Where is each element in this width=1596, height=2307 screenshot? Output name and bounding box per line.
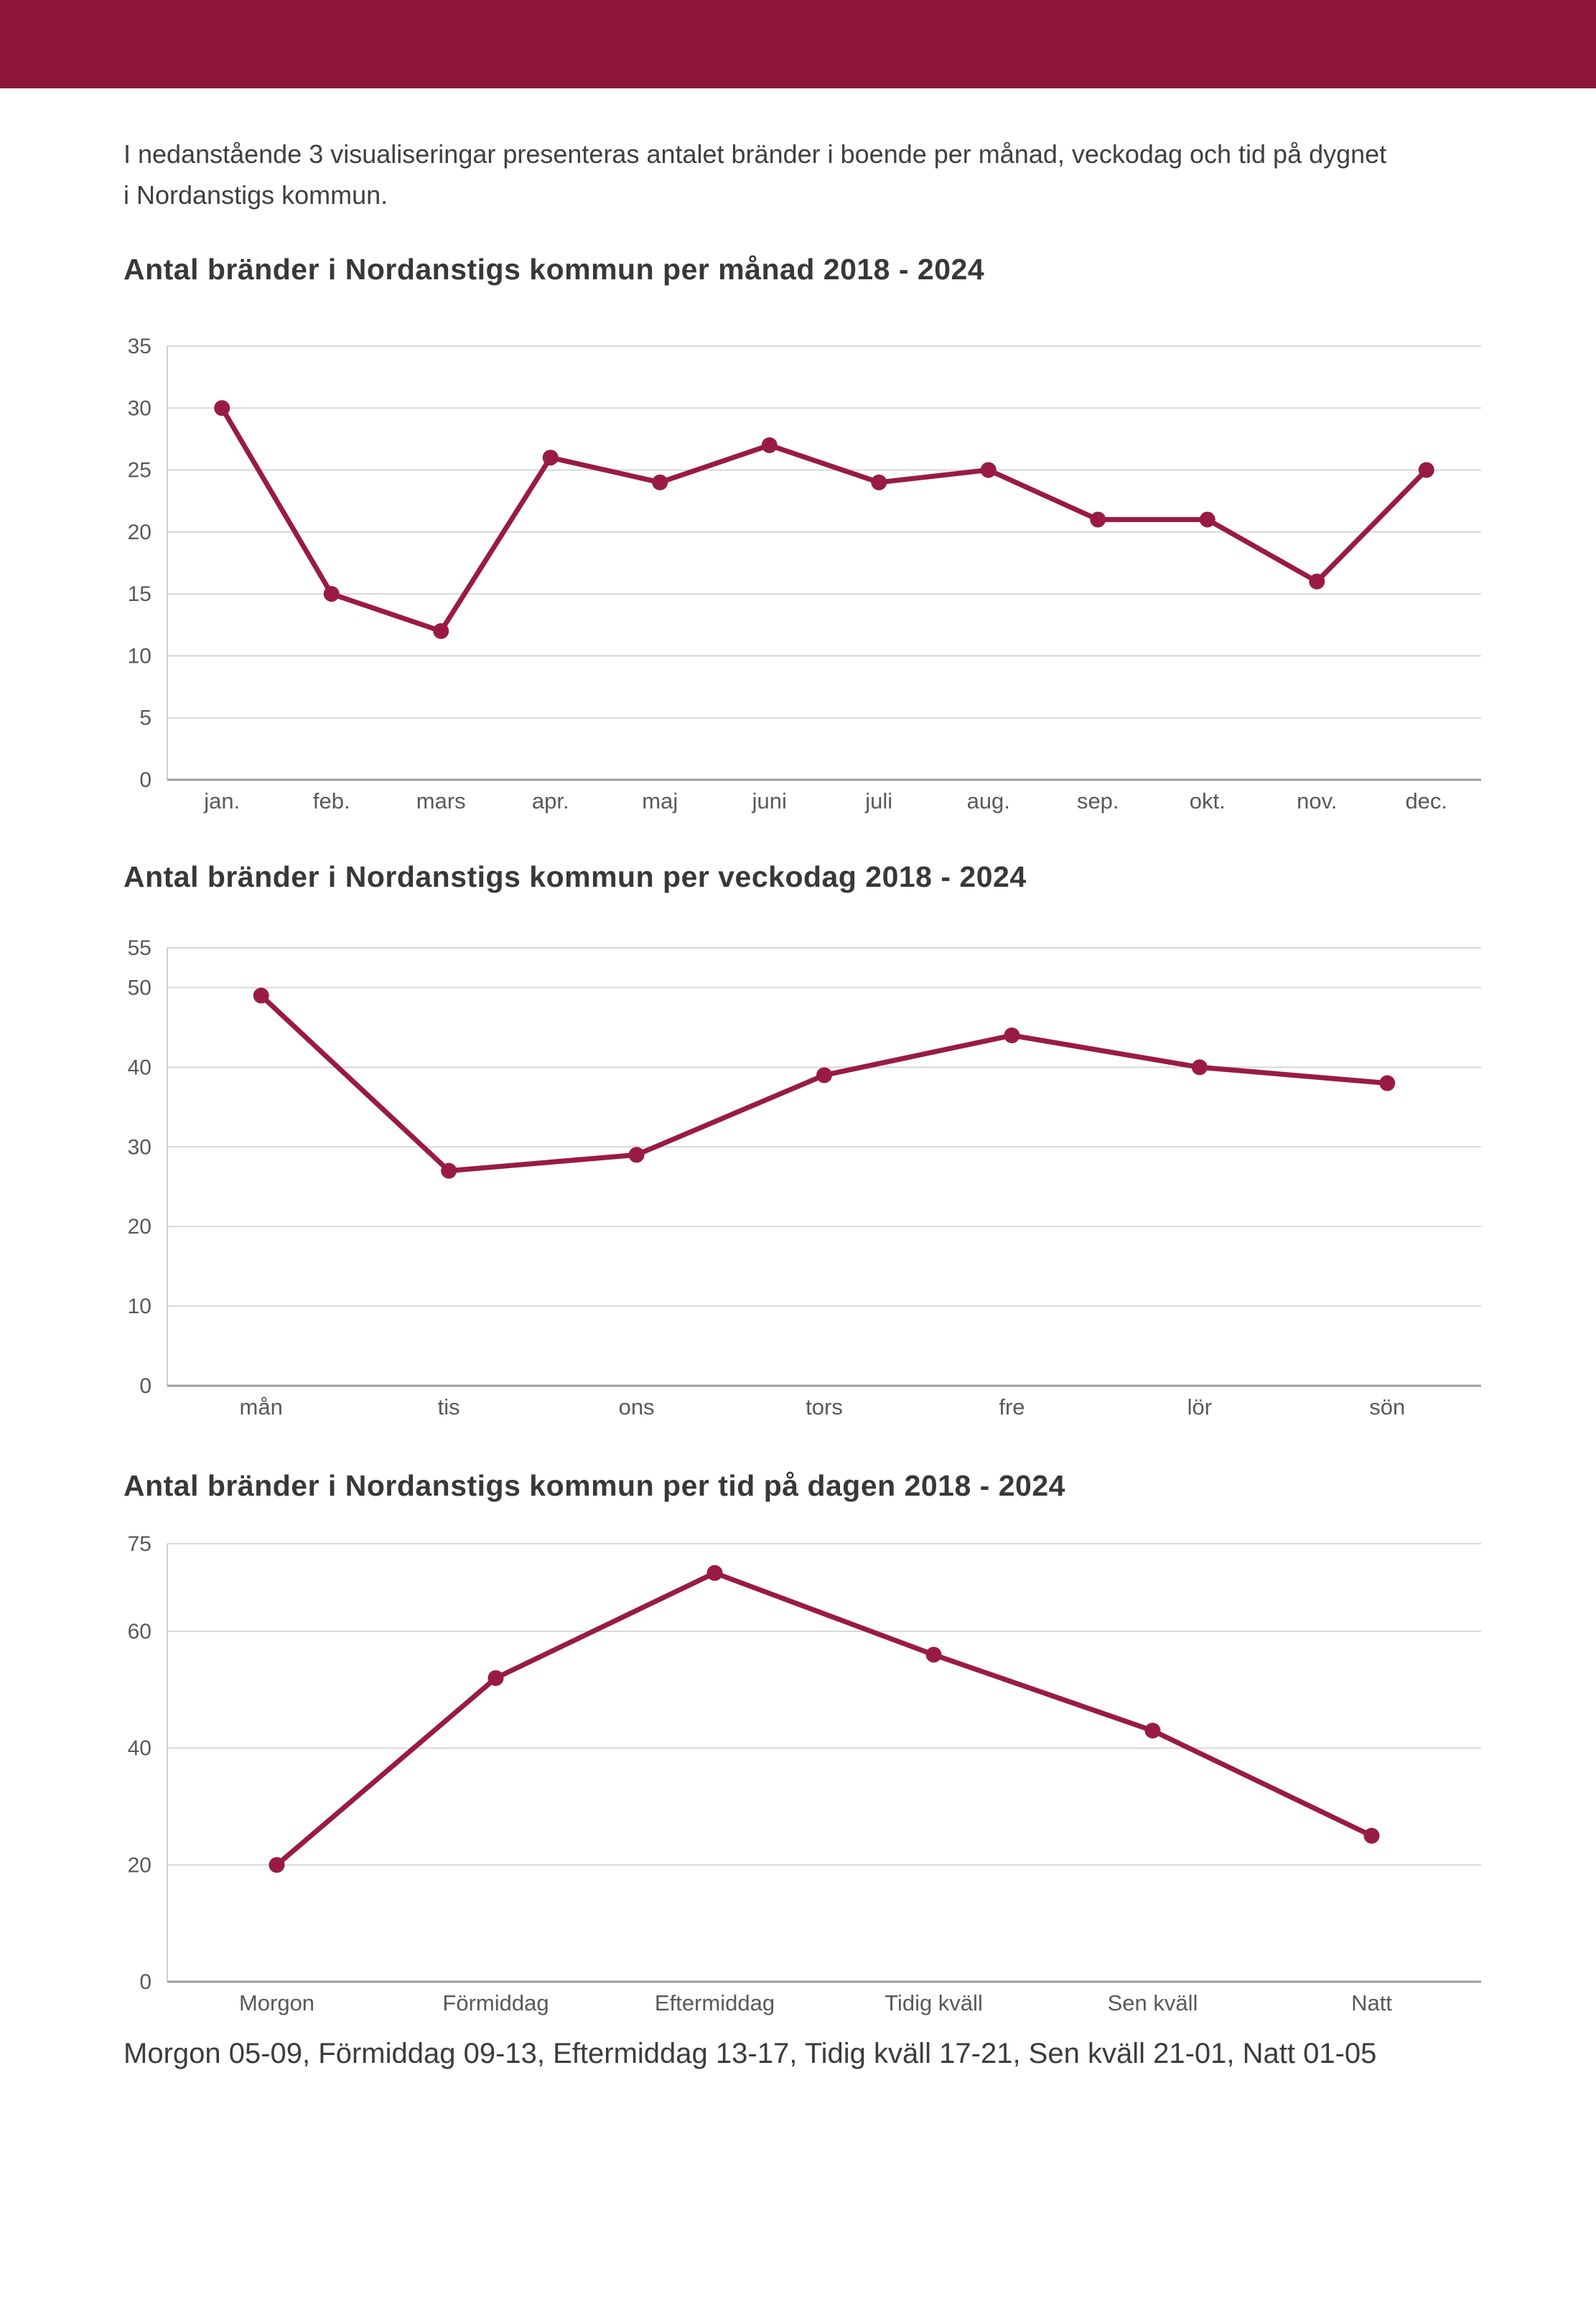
y-tick-label: 15 [128, 582, 151, 606]
y-tick-label: 35 [128, 335, 151, 358]
x-tick-label: ons [619, 1394, 655, 1420]
x-tick-label: okt. [1190, 788, 1226, 814]
x-tick-label: lör [1187, 1394, 1212, 1420]
y-tick-label: 40 [128, 1055, 151, 1079]
y-tick-label: 20 [128, 521, 151, 544]
data-point-marker [542, 449, 559, 466]
data-point-marker [1004, 1027, 1020, 1043]
monthly-fires-line-chart: 35 30 25 20 15 10 5 0 jan. feb. mars apr. maj juni jul… [128, 335, 1481, 814]
header-bar [0, 0, 1596, 88]
data-point-marker [323, 586, 340, 602]
data-point-marker [487, 1670, 504, 1687]
line-series [258, 993, 1390, 1174]
data-point-marker [269, 1857, 285, 1873]
x-tick-label: apr. [532, 788, 569, 814]
data-point-marker [214, 400, 230, 416]
time-of-day-fires-line-chart: 75 60 40 20 0 Morgon Förmiddag Eftermiddag Tidig… [128, 1532, 1481, 2015]
data-point-marker [1363, 1827, 1380, 1844]
y-tick-label: 30 [128, 396, 151, 420]
data-point-marker [1090, 511, 1106, 528]
data-point-marker [652, 474, 668, 490]
x-tick-label: juli [864, 788, 892, 814]
x-tick-label: Tidig kväll [885, 1990, 983, 2015]
data-point-marker [706, 1565, 723, 1581]
y-tick-label: 20 [128, 1853, 151, 1877]
data-point-marker [980, 462, 997, 478]
line-series [274, 1570, 1374, 1868]
x-tick-label: mån [240, 1394, 283, 1420]
x-tick-label: Morgon [239, 1990, 314, 2015]
data-point-marker [1309, 573, 1325, 589]
data-point-marker [1199, 511, 1215, 528]
x-tick-label: sön [1369, 1394, 1405, 1420]
data-point-marker [816, 1067, 832, 1083]
x-tick-label: maj [642, 788, 678, 814]
y-tick-label: 25 [128, 459, 151, 483]
y-tick-label: 10 [128, 644, 151, 668]
footer-time-ranges: Morgon 05-09, Förmiddag 09-13, Eftermidd… [123, 2038, 1377, 2069]
data-point-marker [1379, 1075, 1396, 1091]
y-tick-label: 0 [139, 1970, 151, 1994]
x-tick-label: Natt [1351, 1990, 1392, 2015]
y-tick-label: 10 [128, 1295, 151, 1318]
x-tick-label: Förmiddag [442, 1990, 549, 2015]
x-tick-label: aug. [967, 788, 1010, 814]
x-tick-label: tis [438, 1394, 460, 1420]
chart-title-weekday: Antal bränder i Nordanstigs kommun per v… [123, 860, 1027, 893]
x-tick-label: jan. [203, 788, 240, 814]
data-point-marker [925, 1646, 942, 1663]
x-tick-label: Eftermiddag [655, 1990, 775, 2015]
x-tick-label: sep. [1077, 788, 1119, 814]
y-tick-label: 55 [128, 936, 151, 960]
chart-title-monthly: Antal bränder i Nordanstigs kommun per m… [123, 253, 985, 286]
y-tick-label: 50 [128, 976, 151, 999]
data-point-marker [1144, 1723, 1161, 1739]
line-series [219, 405, 1429, 634]
y-tick-label: 0 [139, 768, 151, 792]
x-tick-label: juni [752, 788, 787, 814]
chart-title-time-of-day: Antal bränder i Nordanstigs kommun per t… [123, 1469, 1065, 1502]
data-point-marker [253, 987, 269, 1004]
y-tick-label: 60 [128, 1620, 151, 1644]
data-point-marker [1418, 462, 1434, 478]
x-tick-label: dec. [1405, 788, 1447, 814]
y-tick-label: 5 [139, 707, 151, 730]
y-tick-label: 0 [139, 1374, 151, 1398]
data-point-marker [628, 1147, 645, 1163]
y-tick-label: 40 [128, 1737, 151, 1761]
x-tick-label: Sen kväll [1108, 1990, 1198, 2015]
x-tick-label: tors [806, 1394, 843, 1420]
intro-text: I nedanstående 3 visualiseringar present… [123, 139, 1387, 210]
x-tick-label: nov. [1297, 788, 1337, 814]
x-tick-label: mars [416, 788, 466, 814]
data-point-marker [871, 474, 887, 490]
x-tick-label: fre [999, 1394, 1025, 1420]
data-point-marker [433, 623, 449, 639]
data-point-marker [1191, 1059, 1208, 1076]
data-point-marker [441, 1162, 457, 1179]
y-tick-label: 30 [128, 1135, 151, 1159]
data-point-marker [761, 437, 778, 454]
y-tick-label: 75 [128, 1532, 151, 1556]
y-tick-label: 20 [128, 1215, 151, 1239]
x-tick-label: feb. [313, 788, 350, 814]
weekday-fires-line-chart: 55 50 40 30 20 10 0 mån tis ons tors fre lör sön [128, 936, 1481, 1420]
